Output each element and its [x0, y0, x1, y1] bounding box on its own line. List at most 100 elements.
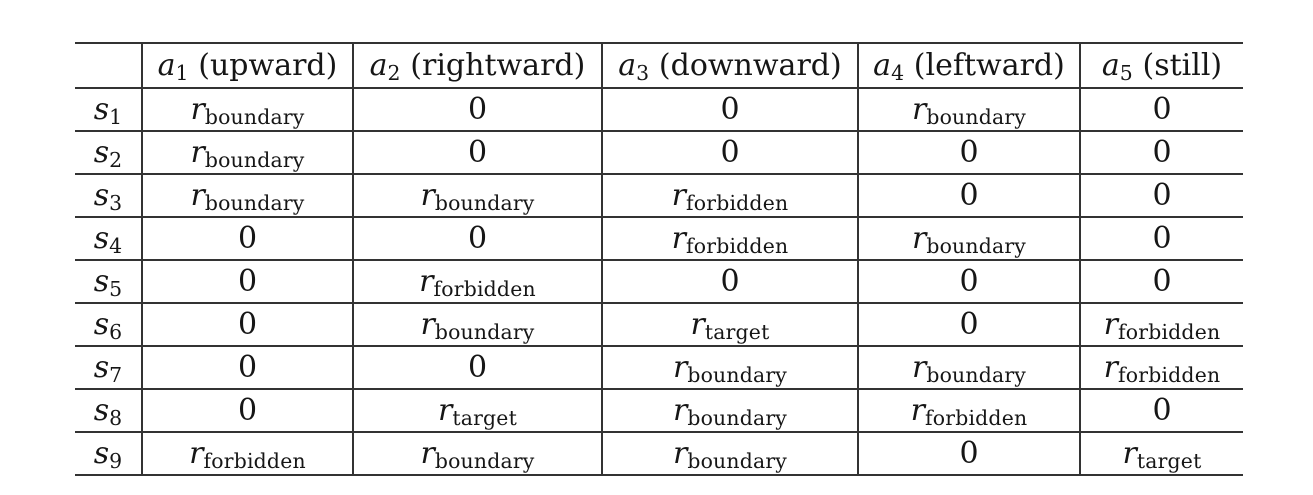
action-direction-label: (still)	[1142, 47, 1223, 83]
reward-symbol-group: rtarget	[691, 307, 770, 342]
state-symbol: s	[93, 220, 110, 256]
table-row-s2: s2 rboundary 0 0 0 0	[75, 130, 1243, 174]
state-symbol: s	[93, 134, 110, 170]
reward-symbol: r	[1103, 306, 1119, 342]
action-symbol-group: a4	[873, 48, 904, 83]
action-symbol-group: a5	[1102, 48, 1133, 83]
reward-cell-s2-a3: 0	[601, 130, 858, 174]
reward-cell-s1-a3: 0	[601, 87, 858, 131]
reward-symbol: r	[420, 177, 435, 213]
action-index: 1	[175, 61, 189, 86]
reward-cell-s1-a2: 0	[352, 87, 602, 131]
reward-symbol: r	[419, 263, 434, 299]
reward-symbol: r	[672, 392, 688, 428]
state-symbol-group: s7	[94, 350, 123, 385]
reward-cell-s5-a2: rforbidden	[352, 259, 602, 303]
reward-symbol: r	[910, 392, 926, 428]
reward-cell-s5-a5: 0	[1079, 259, 1243, 303]
state-index: 4	[109, 234, 123, 259]
table-row-s9: s9 rforbidden rboundary rboundary 0 rtarget	[75, 431, 1243, 475]
state-index: 3	[109, 191, 123, 216]
reward-cell-s8-a5: 0	[1079, 388, 1243, 432]
state-symbol-group: s1	[94, 92, 123, 127]
reward-subscript: forbidden	[686, 234, 789, 259]
column-header-a2: a2 (rightward)	[352, 42, 602, 88]
reward-cell-s5-a1: 0	[141, 259, 353, 303]
reward-cell-s6-a4: 0	[857, 302, 1080, 346]
reward-symbol: r	[438, 392, 453, 428]
state-symbol: s	[93, 263, 110, 299]
reward-cell-s6-a2: rboundary	[352, 302, 602, 346]
reward-subscript: boundary	[926, 105, 1027, 130]
reward-symbol: r	[190, 177, 205, 213]
state-index: 9	[109, 449, 123, 474]
reward-subscript: target	[1136, 449, 1202, 474]
row-label-s8: s8	[75, 388, 142, 432]
reward-cell-s4-a4: rboundary	[857, 216, 1080, 260]
state-symbol-group: s3	[94, 178, 123, 213]
action-index: 3	[636, 61, 650, 86]
state-index: 7	[109, 363, 123, 388]
action-symbol: a	[157, 47, 176, 83]
reward-symbol-group: rtarget	[1123, 436, 1202, 471]
state-symbol: s	[93, 91, 110, 127]
reward-cell-s3-a3: rforbidden	[601, 173, 858, 217]
state-symbol-group: s5	[94, 264, 123, 299]
table-row-s3: s3 rboundary rboundary rforbidden 0 0	[75, 173, 1243, 217]
action-index: 4	[891, 61, 905, 86]
state-index: 8	[109, 406, 123, 431]
reward-symbol-group: rboundary	[420, 436, 534, 471]
reward-subscript: boundary	[926, 234, 1027, 259]
reward-cell-s3-a1: rboundary	[141, 173, 353, 217]
reward-symbol: r	[911, 91, 927, 127]
corner-cell	[75, 42, 142, 88]
reward-cell-s8-a3: rboundary	[601, 388, 858, 432]
reward-table: a1 (upward) a2 (rightward) a3 (downward) a4…	[75, 42, 1243, 476]
table-row-s1: s1 rboundary 0 0 rboundary 0	[75, 87, 1243, 131]
row-label-s1: s1	[75, 87, 142, 131]
reward-subscript: forbidden	[1118, 320, 1221, 345]
reward-cell-s4-a2: 0	[352, 216, 602, 260]
reward-cell-s8-a4: rforbidden	[857, 388, 1080, 432]
reward-subscript: boundary	[434, 320, 535, 345]
state-symbol-group: s6	[94, 307, 123, 342]
reward-cell-s2-a1: rboundary	[141, 130, 353, 174]
action-index: 2	[387, 61, 401, 86]
reward-symbol-group: rboundary	[190, 135, 304, 170]
reward-subscript: target	[704, 320, 770, 345]
reward-cell-s2-a2: 0	[352, 130, 602, 174]
action-direction-label: (leftward)	[913, 47, 1065, 83]
action-symbol: a	[873, 47, 892, 83]
reward-symbol-group: rboundary	[673, 393, 787, 428]
state-symbol: s	[93, 177, 110, 213]
reward-symbol: r	[420, 435, 435, 471]
reward-subscript: boundary	[204, 191, 305, 216]
reward-cell-s4-a1: 0	[141, 216, 353, 260]
reward-cell-s8-a2: rtarget	[352, 388, 602, 432]
reward-cell-s3-a4: 0	[857, 173, 1080, 217]
reward-cell-s1-a5: 0	[1079, 87, 1243, 131]
reward-cell-s9-a3: rboundary	[601, 431, 858, 475]
action-symbol: a	[1101, 47, 1120, 83]
reward-subscript: forbidden	[203, 449, 306, 474]
reward-cell-s9-a4: 0	[857, 431, 1080, 475]
state-index: 6	[109, 320, 123, 345]
reward-symbol-group: rtarget	[438, 393, 517, 428]
reward-symbol: r	[911, 220, 927, 256]
reward-symbol-group: rboundary	[190, 178, 304, 213]
reward-symbol: r	[1103, 349, 1119, 385]
reward-symbol: r	[190, 134, 205, 170]
row-label-s6: s6	[75, 302, 142, 346]
reward-cell-s5-a4: 0	[857, 259, 1080, 303]
reward-cell-s1-a1: rboundary	[141, 87, 353, 131]
reward-subscript: forbidden	[686, 191, 789, 216]
column-header-a3: a3 (downward)	[601, 42, 858, 88]
table-row-s7: s7 0 0 rboundary rboundary rforbidden	[75, 345, 1243, 389]
reward-symbol-group: rboundary	[912, 221, 1026, 256]
reward-symbol-group: rforbidden	[1104, 307, 1221, 342]
reward-cell-s8-a1: 0	[141, 388, 353, 432]
reward-cell-s5-a3: 0	[601, 259, 858, 303]
reward-symbol: r	[671, 177, 687, 213]
action-direction-label: (downward)	[658, 47, 842, 83]
table-body: s1 rboundary 0 0 rboundary 0 s2 rboundary 0 0 0 0 s3…	[75, 87, 1243, 475]
